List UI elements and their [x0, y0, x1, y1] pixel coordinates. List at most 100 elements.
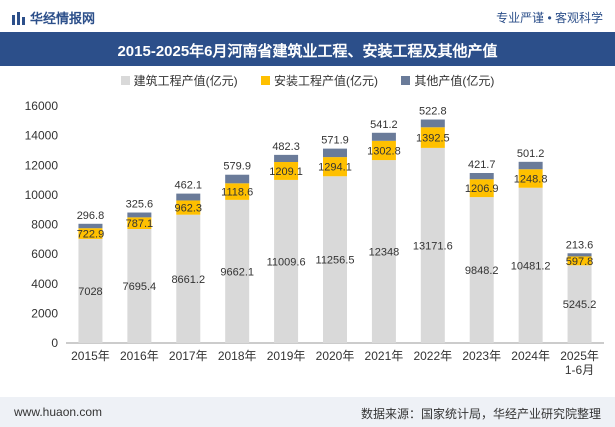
data-label-other: 541.2: [370, 119, 398, 131]
bar-segment: [274, 154, 299, 163]
bar-segment: [469, 197, 494, 343]
data-label-construction: 11256.5: [316, 255, 355, 267]
y-tick-label: 10000: [25, 188, 59, 202]
footer-bar: www.huaon.com 数据来源：国家统计局，华经产业研究院整理: [0, 397, 615, 427]
data-label-installation: 1294.1: [318, 162, 352, 174]
data-label-other: 462.1: [175, 180, 203, 192]
bar-segment: [371, 132, 396, 141]
legend-swatch-construction: [120, 76, 130, 85]
legend-swatch-other: [401, 76, 411, 85]
y-tick-label: 6000: [31, 247, 58, 261]
bar-segment: [420, 127, 445, 148]
brand-logo-icon: [12, 12, 25, 25]
bar-segment: [371, 160, 396, 343]
x-tick-label: 2023年: [462, 349, 501, 363]
bar-segment: [420, 147, 445, 343]
tagline: 专业严谨 • 客观科学: [496, 11, 603, 25]
bar-segment: [274, 162, 299, 180]
data-label-installation: 1209.1: [269, 166, 303, 178]
data-label-installation: 1118.6: [221, 187, 253, 199]
bar-segment: [323, 148, 347, 158]
y-tick-label: 4000: [31, 277, 58, 291]
x-tick-label: 2017年: [169, 349, 208, 363]
bar-segment: [518, 169, 543, 188]
data-label-other: 296.8: [77, 210, 105, 222]
x-tick-label: 2018年: [218, 349, 257, 363]
data-label-construction: 12348: [369, 247, 400, 259]
bar-segment: [323, 157, 347, 177]
title-bar: 2015-2025年6月河南省建筑业工程、安装工程及其他产值: [0, 32, 615, 66]
legend-item-installation: 安装工程产值(亿元): [261, 72, 378, 89]
data-label-installation: 962.3: [175, 203, 203, 215]
bar-segment: [127, 212, 152, 218]
bar-segment: [469, 179, 494, 198]
brand-name: 华经情报网: [30, 11, 96, 26]
bar-segment: [274, 179, 299, 343]
x-tick-label: 2024年: [511, 349, 550, 363]
bar-segment: [225, 174, 250, 184]
bar-segment: [225, 183, 250, 200]
legend-label-other: 其他产值(亿元): [414, 74, 495, 88]
x-tick-label: 2021年: [365, 349, 404, 363]
footer-website[interactable]: www.huaon.com: [14, 405, 103, 419]
y-tick-label: 12000: [25, 158, 59, 172]
data-label-installation: 787.1: [126, 218, 154, 230]
data-label-construction: 8661.2: [171, 274, 205, 286]
bar-segment: [127, 229, 152, 343]
data-label-other: 579.9: [223, 161, 251, 173]
bar-segment: [567, 253, 592, 257]
data-label-other: 421.7: [468, 159, 496, 171]
data-label-other: 501.2: [517, 148, 545, 160]
y-tick-label: 16000: [25, 99, 59, 113]
x-tick-label: 2016年: [120, 349, 159, 363]
legend-item-other: 其他产值(亿元): [401, 72, 494, 89]
chart-title: 2015-2025年6月河南省建筑业工程、安装工程及其他产值: [117, 43, 498, 60]
top-bar: 华经情报网 专业严谨 • 客观科学: [0, 0, 615, 32]
data-label-construction: 7695.4: [123, 281, 157, 293]
x-tick-label: 2020年: [316, 349, 355, 363]
brand[interactable]: 华经情报网: [12, 8, 95, 27]
legend-label-construction: 建筑工程产值(亿元): [133, 74, 238, 88]
data-label-construction: 7028: [78, 286, 102, 298]
data-label-construction: 5245.2: [563, 299, 597, 311]
bar-segment: [567, 256, 592, 266]
bar-segment: [420, 119, 445, 128]
y-tick-label: 14000: [25, 129, 59, 143]
bar-segment: [469, 172, 494, 180]
data-label-construction: 9662.1: [220, 266, 254, 278]
data-label-other: 213.6: [566, 239, 594, 251]
x-tick-label: 2022年: [413, 349, 452, 363]
data-label-other: 482.3: [272, 141, 300, 153]
data-label-installation: 1248.8: [514, 173, 548, 185]
bar-segment: [78, 228, 103, 239]
bar-segment: [176, 200, 201, 215]
bar-segment: [176, 193, 201, 201]
data-label-other: 522.8: [419, 106, 447, 118]
data-label-installation: 1392.5: [416, 133, 450, 145]
bar-segment: [323, 176, 347, 343]
legend-swatch-installation: [261, 76, 270, 85]
data-label-installation: 597.8: [566, 256, 594, 268]
data-label-construction: 10481.2: [511, 260, 551, 272]
y-tick-label: 8000: [31, 218, 58, 232]
data-label-construction: 9848.2: [465, 265, 499, 277]
x-tick-label: 1-6月: [565, 363, 594, 377]
data-label-installation: 722.9: [77, 229, 105, 241]
bar-segment: [518, 187, 543, 343]
bar-segment: [225, 199, 250, 343]
x-tick-label: 2019年: [267, 349, 306, 363]
bar-segment: [518, 161, 543, 170]
bar-segment: [176, 214, 201, 343]
bar-segment: [78, 238, 103, 343]
data-label-installation: 1302.8: [367, 145, 401, 157]
data-label-other: 325.6: [126, 199, 154, 211]
y-tick-label: 0: [51, 336, 58, 350]
data-label-construction: 13171.6: [413, 240, 453, 252]
bar-segment: [78, 223, 103, 229]
x-tick-label: 2015年: [71, 349, 110, 363]
data-label-other: 571.9: [321, 135, 349, 147]
y-tick-label: 2000: [31, 306, 58, 320]
bar-segment: [127, 217, 152, 230]
chart-legend: 建筑工程产值(亿元) 安装工程产值(亿元) 其他产值(亿元): [0, 72, 615, 89]
